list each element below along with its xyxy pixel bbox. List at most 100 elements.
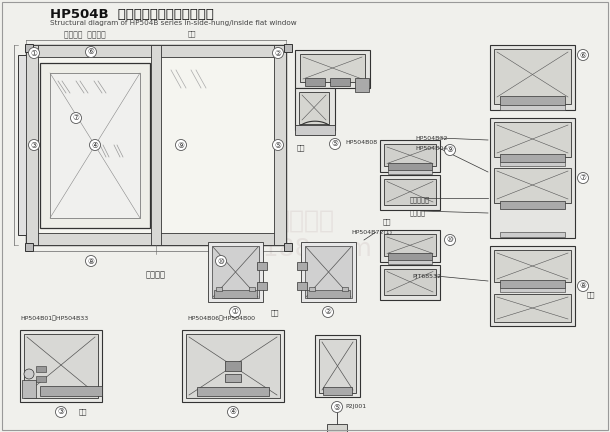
Bar [249,287,255,291]
Circle shape [578,172,589,184]
Text: ⑤: ⑤ [274,140,281,149]
Text: HP504B32: HP504B32 [415,136,447,141]
Bar [299,92,329,124]
Bar [25,44,33,52]
Bar [36,366,46,372]
Text: ⑩: ⑩ [447,235,453,245]
Circle shape [228,407,239,417]
Bar [327,424,347,432]
Bar [380,230,440,261]
Text: P2J001: P2J001 [345,404,366,409]
Text: 室外: 室外 [587,291,595,298]
Bar [305,246,352,298]
Bar [388,169,432,174]
Bar [26,45,286,57]
Bar [388,252,432,260]
Bar [307,290,350,298]
Bar [494,168,571,203]
Text: ④: ④ [92,140,98,149]
Circle shape [445,144,456,156]
Bar [319,339,356,393]
Text: 玻璃密封胶: 玻璃密封胶 [410,196,430,203]
Bar [388,162,432,169]
Text: PJT68532: PJT68532 [412,274,441,279]
Bar [40,386,102,396]
Circle shape [578,280,589,292]
Bar [26,233,286,245]
Bar [18,55,28,235]
Bar [257,262,267,270]
Bar [225,361,241,371]
Text: ⑤: ⑤ [332,140,339,149]
Bar [50,73,140,218]
Bar [161,50,272,240]
Text: ⑩: ⑩ [218,257,224,266]
Bar [186,334,280,398]
Bar [494,122,571,157]
Bar [284,44,292,52]
Circle shape [229,306,240,318]
Text: ⑦: ⑦ [73,114,79,123]
Circle shape [176,140,187,150]
Text: ②: ② [325,308,331,317]
Bar [500,96,565,105]
Bar [494,250,571,282]
Circle shape [331,401,342,413]
Text: ①: ① [30,48,37,57]
Text: 玻璃垫块: 玻璃垫块 [410,209,426,216]
Bar [20,330,102,402]
Circle shape [24,369,34,379]
Bar [388,260,432,264]
Text: 室外: 室外 [297,144,306,151]
Bar [494,49,571,104]
Text: 以人为本  追求卓越: 以人为本 追求卓越 [64,30,106,39]
Text: HP504B08: HP504B08 [345,140,377,145]
Bar [216,287,222,291]
Circle shape [273,48,284,58]
Bar [494,294,571,322]
Bar [384,144,436,165]
Text: Structural diagram of HP504B series in-side-hung/inside flat window: Structural diagram of HP504B series in-s… [50,20,296,26]
Bar [301,242,356,302]
Bar [384,234,436,255]
Text: 室外: 室外 [383,218,392,225]
Bar [355,78,369,92]
Bar [323,387,352,395]
Text: ⑥: ⑥ [88,48,95,57]
Circle shape [329,139,340,149]
Bar [208,242,263,302]
Text: ①: ① [232,308,239,317]
Circle shape [578,50,589,60]
Circle shape [215,255,226,267]
Circle shape [85,47,96,57]
Bar [500,201,565,209]
Bar [22,380,36,398]
Bar [26,45,38,245]
Circle shape [90,140,101,150]
Bar [305,78,325,86]
Circle shape [29,140,40,150]
Bar [490,118,575,238]
Bar [500,280,565,288]
Bar [309,287,315,291]
Bar [257,282,267,290]
Bar [295,50,370,88]
Text: ⑤: ⑤ [334,403,340,412]
Bar [295,125,335,135]
Circle shape [29,48,40,58]
Circle shape [85,255,96,267]
Bar [490,45,575,110]
Bar [297,262,307,270]
Circle shape [56,407,66,417]
Bar [182,330,284,402]
Text: ③: ③ [57,407,65,416]
Text: ④: ④ [229,407,237,416]
Text: HP504B01－HP504B33: HP504B01－HP504B33 [20,315,88,321]
Bar [384,178,436,205]
Bar [36,376,46,382]
Text: HP504B  系列内开内倒平开窗结构图: HP504B 系列内开内倒平开窗结构图 [50,8,214,21]
Bar [380,175,440,210]
Text: HP504B04: HP504B04 [415,146,447,151]
Text: 室外: 室外 [79,408,87,415]
Text: 转角: 转角 [188,30,196,37]
